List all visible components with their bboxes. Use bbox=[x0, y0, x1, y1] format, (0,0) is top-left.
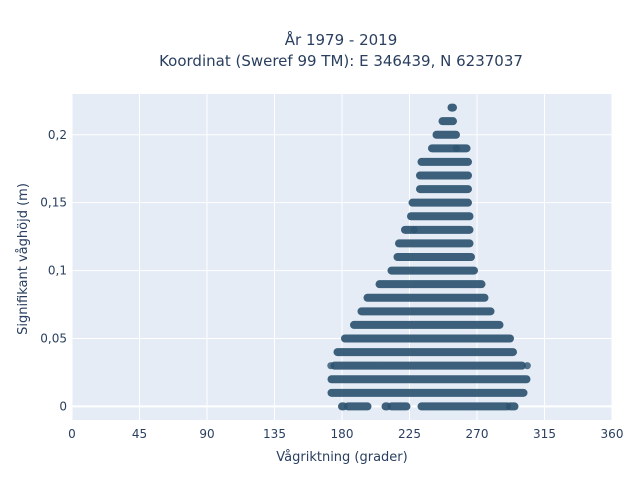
y-tick-label: 0 bbox=[59, 399, 67, 413]
x-tick-label: 135 bbox=[263, 427, 286, 441]
x-tick-label: 90 bbox=[199, 427, 214, 441]
chart-title-line-1: År 1979 - 2019 bbox=[285, 30, 398, 49]
data-point bbox=[410, 226, 418, 234]
y-axis-title: Signifikant våghöjd (m) bbox=[16, 183, 31, 335]
data-point bbox=[452, 144, 461, 152]
x-axis-ticks: 0 45 90 135 180 225 270 315 360 bbox=[68, 427, 623, 441]
y-tick-label: 0,15 bbox=[40, 196, 67, 210]
x-tick-label: 360 bbox=[601, 427, 624, 441]
data-point bbox=[327, 362, 335, 370]
chart-title-line-2: Koordinat (Sweref 99 TM): E 346439, N 62… bbox=[159, 52, 523, 70]
x-tick-label: 0 bbox=[68, 427, 76, 441]
y-tick-label: 0,2 bbox=[48, 128, 67, 142]
y-axis-ticks: 0 0,05 0,1 0,15 0,2 bbox=[40, 128, 67, 414]
x-tick-label: 180 bbox=[331, 427, 354, 441]
x-axis-title: Vågriktning (grader) bbox=[276, 450, 407, 465]
x-tick-label: 270 bbox=[466, 427, 489, 441]
y-tick-label: 0,05 bbox=[40, 332, 67, 346]
x-tick-label: 225 bbox=[398, 427, 421, 441]
data-points bbox=[327, 103, 531, 411]
x-tick-label: 315 bbox=[533, 427, 556, 441]
data-point bbox=[523, 362, 531, 370]
y-tick-label: 0,1 bbox=[48, 264, 67, 278]
x-tick-label: 45 bbox=[132, 427, 147, 441]
